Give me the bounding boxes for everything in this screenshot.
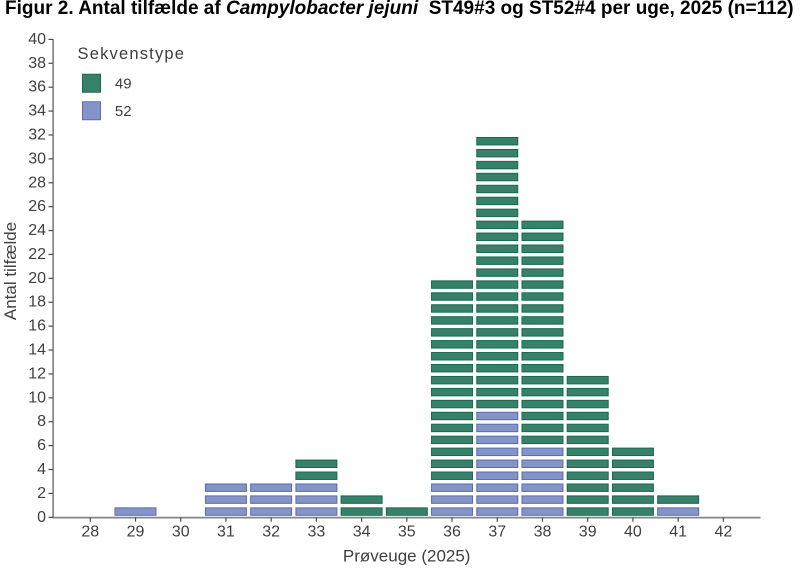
svg-text:37: 37 [488,524,506,541]
svg-text:39: 39 [579,524,597,541]
svg-text:24: 24 [28,222,46,239]
svg-text:41: 41 [669,524,687,541]
svg-text:20: 20 [28,270,46,287]
svg-text:26: 26 [28,198,46,215]
svg-text:30: 30 [172,524,190,541]
svg-text:Sekvenstype: Sekvenstype [78,45,186,63]
svg-text:38: 38 [534,524,552,541]
svg-text:42: 42 [714,524,732,541]
svg-text:36: 36 [443,524,461,541]
svg-text:30: 30 [28,150,46,167]
svg-text:29: 29 [127,524,145,541]
svg-text:2: 2 [37,485,46,502]
svg-text:6: 6 [37,437,46,454]
svg-text:0: 0 [37,509,46,526]
svg-text:14: 14 [28,342,46,359]
svg-text:Antal tilfælde: Antal tilfælde [1,222,20,320]
svg-text:12: 12 [28,365,46,382]
svg-text:52: 52 [115,103,132,120]
svg-text:49: 49 [115,76,132,93]
svg-text:40: 40 [28,31,46,48]
svg-text:22: 22 [28,246,46,263]
svg-text:Prøveuge (2025): Prøveuge (2025) [343,546,471,565]
svg-text:8: 8 [37,413,46,430]
svg-text:35: 35 [398,524,416,541]
svg-text:33: 33 [307,524,325,541]
svg-text:16: 16 [28,318,46,335]
svg-text:36: 36 [28,79,46,96]
svg-text:32: 32 [262,524,280,541]
svg-text:31: 31 [217,524,235,541]
svg-text:32: 32 [28,126,46,143]
svg-text:38: 38 [28,55,46,72]
svg-text:40: 40 [624,524,642,541]
svg-text:34: 34 [28,103,46,120]
svg-text:4: 4 [37,461,46,478]
svg-text:34: 34 [353,524,371,541]
svg-text:10: 10 [28,389,46,406]
svg-text:28: 28 [81,524,99,541]
svg-text:18: 18 [28,294,46,311]
svg-text:28: 28 [28,174,46,191]
